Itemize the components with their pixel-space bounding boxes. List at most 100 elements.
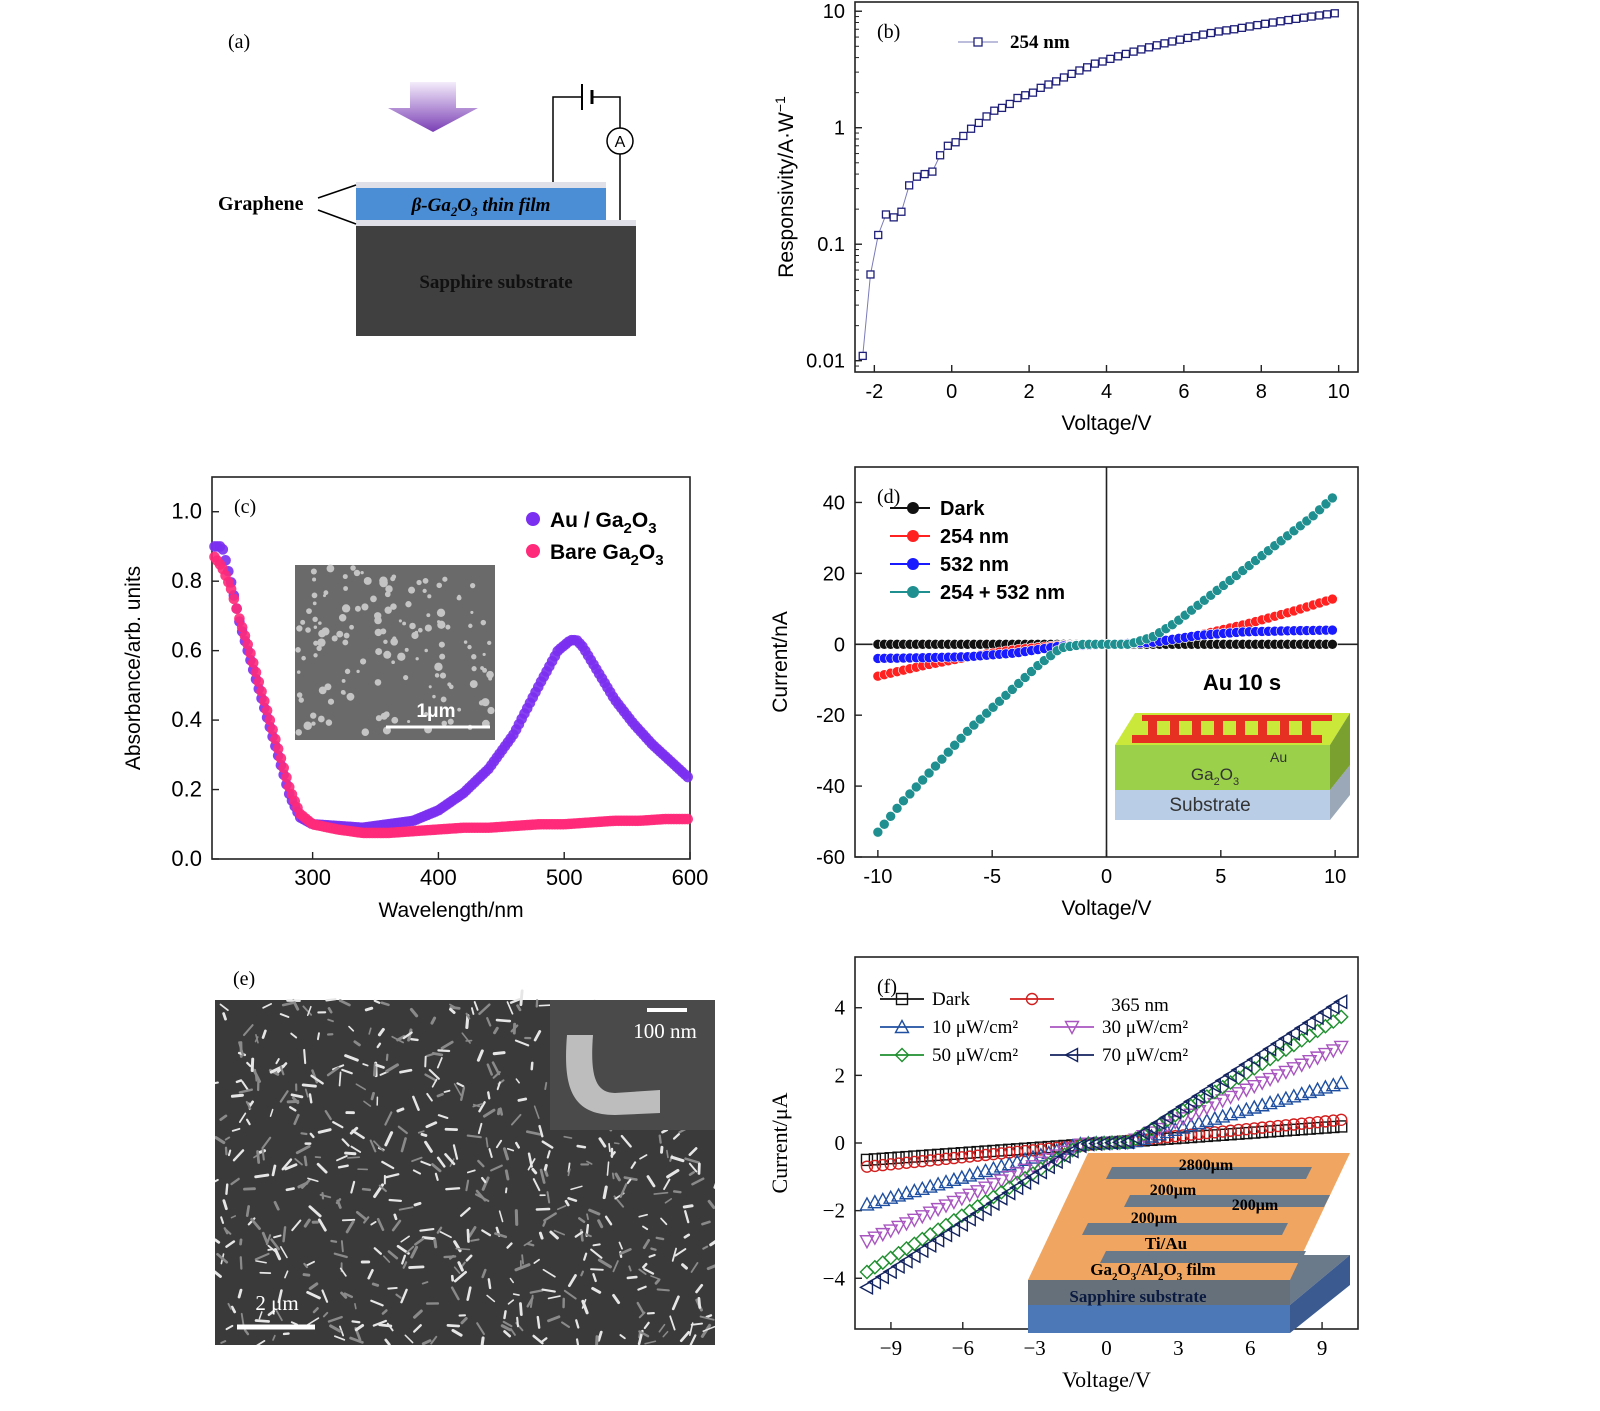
data-point-series-3 <box>969 1185 986 1200</box>
sem-nanowire <box>439 1231 452 1239</box>
sem-nanowire <box>547 1315 561 1323</box>
sem-particle <box>445 624 451 630</box>
sem-nanowire <box>341 1218 356 1222</box>
sem-nanowire <box>702 1325 716 1332</box>
sem-nanowire <box>466 1228 470 1243</box>
sem-nanowire <box>570 1185 583 1191</box>
sem-nanowire <box>290 1093 304 1099</box>
y-tick-label: 40 <box>823 492 845 514</box>
sem-nanowire <box>688 1171 695 1176</box>
data-point-254nm <box>951 138 960 147</box>
sem-nanowire <box>672 1190 682 1194</box>
data-point-bare-ga2o3 <box>250 667 262 678</box>
data-point-series-5 <box>1262 1041 1277 1057</box>
sem-nanowire <box>453 1270 468 1283</box>
data-point-series-2 <box>1333 1074 1349 1090</box>
sem-nanowire <box>330 1239 338 1243</box>
sem-nanowire <box>478 1003 491 1016</box>
sem-nanowire <box>303 1048 307 1065</box>
sem-nanowire <box>536 1315 541 1329</box>
sem-nanowire <box>305 1260 315 1267</box>
data-point-series-3 <box>962 1188 978 1203</box>
sem-particle <box>339 631 343 636</box>
legend-sub: 2 <box>624 520 632 537</box>
data-point-series-1 <box>1327 593 1338 605</box>
data-point-254nm <box>1098 57 1107 66</box>
data-point-series-3 <box>1214 1094 1231 1109</box>
sem-nanowire <box>384 1173 400 1179</box>
sem-nanowire <box>235 1079 243 1084</box>
x-axis-label: Wavelength/nm <box>378 899 523 922</box>
data-point-254nm <box>943 141 953 150</box>
sem-nanowire <box>373 1063 377 1077</box>
sem-nanowire <box>284 1163 298 1171</box>
sem-nanowire <box>391 1035 405 1044</box>
y-tick-label: -40 <box>816 776 845 798</box>
data-point-series-5 <box>859 1279 874 1295</box>
sem-particle <box>298 697 304 703</box>
inset-electrode-finger <box>1192 717 1201 741</box>
sem-nanowire <box>567 1168 571 1177</box>
data-point-series-1 <box>947 1151 961 1165</box>
sem-particle <box>295 729 302 736</box>
sem-nanowire <box>317 1128 332 1134</box>
sem-particle <box>343 586 349 591</box>
data-point-254nm <box>1059 73 1069 82</box>
sem-nanowire <box>339 1267 347 1277</box>
data-point-series-5 <box>1032 1164 1048 1180</box>
sem-inset-scale-label: 100 nm <box>633 1019 697 1043</box>
sem-particle <box>349 624 354 630</box>
legend-sub: 2 <box>631 552 639 569</box>
sem-nanowire <box>684 1157 701 1164</box>
data-point-254nm <box>1291 14 1301 24</box>
data-point-bare-ga2o3 <box>281 772 292 783</box>
data-point-series-3 <box>1238 1083 1255 1098</box>
data-point-series-1 <box>1034 1143 1048 1156</box>
data-point-series-4 <box>1333 1009 1349 1025</box>
data-point-254nm <box>905 181 914 190</box>
sem-nanowire <box>474 1193 490 1203</box>
chart-f-current: −9 −6 −3 0 3 6 9 −4 −2 0 2 4 Voltage/V Current/μA (f) D… <box>770 956 1359 1392</box>
sem-nanowire <box>477 1159 485 1168</box>
sem-nanowire <box>384 1111 393 1126</box>
data-point-au-ga2o3 <box>217 544 229 555</box>
data-point-series-3 <box>985 1177 1002 1193</box>
y-axis-label: Current/μA <box>770 1092 792 1193</box>
data-point-series-5 <box>985 1195 1000 1212</box>
sem-nanowire <box>656 1288 670 1292</box>
inset-electrode-finger <box>1236 717 1245 741</box>
sem-particle <box>295 647 301 653</box>
sem-nanowire <box>547 1295 561 1300</box>
data-point-series-1 <box>1271 1119 1285 1133</box>
sem-nanowire <box>444 1153 456 1166</box>
sem-nanowire <box>279 1013 290 1018</box>
sem-nanowire <box>563 1289 577 1300</box>
data-point-bare-ga2o3 <box>245 647 256 659</box>
data-point-au-ga2o3 <box>682 771 694 783</box>
sem-nanowire <box>465 1254 473 1262</box>
data-point-series-5 <box>882 1263 897 1280</box>
sem-nanowire <box>705 1314 713 1319</box>
sem-nanowire <box>354 1302 357 1310</box>
sem-nanowire <box>307 1177 319 1183</box>
sem-nanowire <box>335 1198 342 1205</box>
sem-image-texture: (e) 100 nm 2 μm <box>207 968 721 1349</box>
inset-electrode-finger <box>1280 717 1289 741</box>
sem-nanowire <box>533 1030 542 1042</box>
sem-nanowire <box>340 1240 344 1253</box>
sem-nanowire <box>341 1068 353 1075</box>
sem-particle <box>343 632 350 639</box>
inset-film-part: 2 <box>1158 1271 1164 1283</box>
sem-nanowire <box>413 1309 423 1319</box>
sem-nanowire <box>529 1294 534 1309</box>
sem-nanowire <box>230 1093 244 1098</box>
sem-nanowire <box>492 1071 501 1079</box>
data-point-series-5 <box>914 1242 929 1259</box>
inset-ga2o3-label: Ga2O3 <box>1191 765 1239 788</box>
sem-nanowire <box>387 1286 398 1290</box>
sem-nanowire <box>460 1086 466 1101</box>
sem-particle <box>417 627 423 633</box>
sem-nanowire <box>267 1309 276 1317</box>
sem-nanowire <box>486 1017 492 1027</box>
sem-particle <box>432 694 436 699</box>
